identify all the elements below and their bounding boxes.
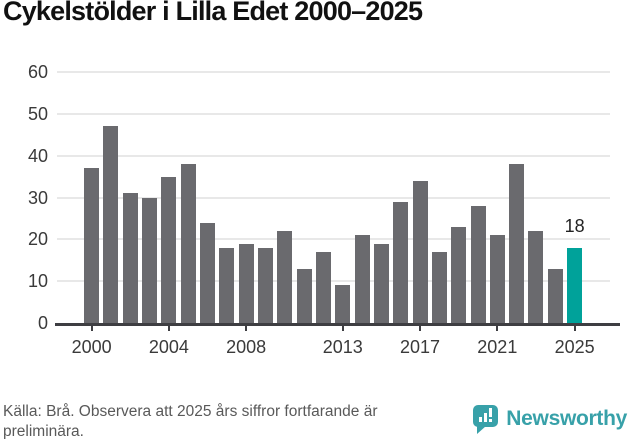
bar-2002 (122, 193, 138, 323)
y-tick-label-30: 30 (27, 187, 48, 208)
bar-2009 (257, 247, 273, 323)
bar-2008 (238, 243, 254, 323)
bar-2005 (180, 164, 196, 323)
x-tick-label-2021: 2021 (477, 337, 518, 357)
bar-2021 (489, 235, 505, 323)
x-tick-label-2013: 2013 (322, 337, 363, 357)
gridline-y-60 (57, 71, 610, 73)
bar-2025 (567, 247, 583, 323)
x-tick-label-2004: 2004 (148, 337, 189, 357)
bar-2018 (431, 251, 447, 323)
x-tick-label-2025: 2025 (554, 337, 595, 357)
gridline-y-50 (57, 112, 610, 115)
x-tick-2021 (496, 324, 499, 331)
x-axis-line (55, 323, 620, 326)
bar-2011 (296, 268, 312, 323)
gridline-y-30 (57, 196, 610, 199)
bar-2012 (315, 251, 331, 323)
gridline-y-10 (57, 280, 610, 283)
source-note: Källa: Brå. Observera att 2025 års siffr… (3, 403, 378, 439)
x-tick-2004 (167, 324, 170, 331)
bar-2001 (103, 126, 119, 323)
y-tick-label-50: 50 (27, 103, 48, 124)
y-tick-label-60: 60 (27, 62, 48, 82)
y-tick-label-0: 0 (37, 313, 48, 333)
bar-2000 (84, 168, 100, 323)
bar-2010 (277, 230, 293, 323)
x-tick-label-2017: 2017 (400, 337, 441, 357)
brand-name: Newsworthy (506, 407, 627, 430)
bar-2013 (335, 285, 351, 323)
bar-2023 (528, 230, 544, 323)
x-tick-2013 (341, 324, 344, 331)
y-tick-label-10: 10 (27, 271, 48, 292)
bar-2004 (161, 176, 177, 323)
chart-title: Cykelstölder i Lilla Edet 2000–2025 (3, 0, 423, 26)
bar-2017 (412, 180, 428, 323)
y-tick-label-20: 20 (27, 229, 48, 250)
bar-2003 (142, 197, 158, 323)
bar-2015 (373, 243, 389, 323)
bar-2022 (509, 164, 525, 323)
x-tick-label-2000: 2000 (71, 337, 112, 357)
bar-2020 (470, 205, 486, 323)
newsworthy-logo: Newsworthy (473, 402, 627, 436)
x-tick-label-2008: 2008 (226, 337, 267, 357)
bar-2007 (219, 247, 235, 323)
bar-chart-plot-area: 0 10 20 30 40 50 60 18 2000 2004 2008 2013 2017 2021 2… (27, 62, 620, 357)
bar-2006 (200, 222, 216, 323)
highlight-value-label: 18 (564, 215, 585, 236)
x-tick-2017 (419, 324, 422, 331)
bar-2024 (547, 268, 563, 323)
gridline-y-20 (57, 238, 610, 241)
x-tick-2025 (573, 324, 576, 331)
x-tick-2008 (245, 324, 248, 331)
newsworthy-bubble-chart-icon (473, 404, 499, 434)
bar-2019 (451, 226, 467, 323)
gridline-y-40 (57, 154, 610, 157)
bar-2014 (354, 235, 370, 323)
x-tick-2000 (90, 324, 93, 331)
bar-2016 (393, 201, 409, 323)
y-tick-label-40: 40 (27, 145, 48, 166)
